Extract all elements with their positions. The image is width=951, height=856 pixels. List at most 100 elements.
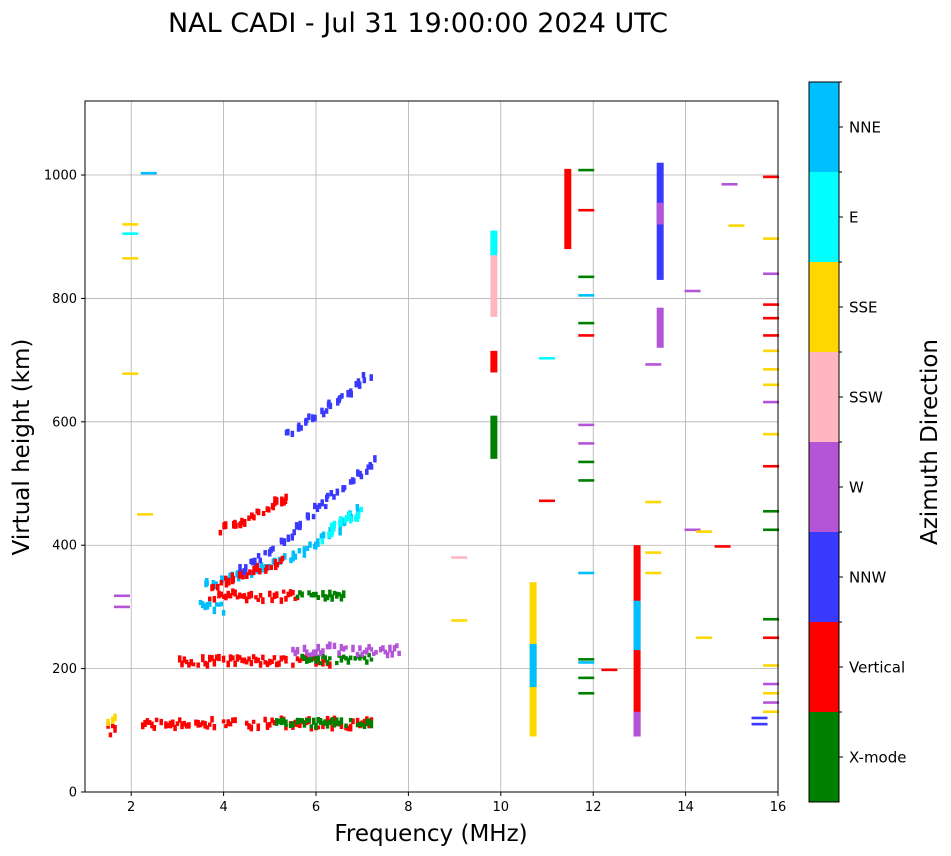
echo-point	[252, 514, 256, 521]
echo-dash	[539, 356, 555, 360]
echo-point	[395, 643, 399, 649]
x-tick-label: 2	[127, 800, 135, 815]
echo-point	[304, 417, 309, 424]
echo-point	[235, 654, 240, 662]
echo-point	[247, 723, 251, 730]
echo-point	[220, 575, 225, 584]
echo-point	[240, 657, 244, 664]
echo-point	[274, 497, 279, 505]
echo-dash	[122, 223, 139, 226]
echo-point	[305, 545, 310, 551]
echo-point	[282, 538, 287, 547]
echo-point	[332, 715, 337, 724]
echo-dash	[578, 460, 595, 464]
echo-point	[152, 725, 157, 731]
echo-point	[355, 723, 360, 728]
echo-point	[328, 641, 332, 650]
echo-point	[203, 660, 207, 667]
echo-point	[228, 721, 233, 727]
echo-point	[348, 723, 353, 732]
echo-point	[245, 572, 249, 580]
y-tick-label: 800	[52, 292, 77, 307]
echo-dash	[578, 442, 595, 445]
y-tick-label: 0	[69, 786, 77, 801]
echo-point	[365, 468, 369, 475]
echo-point	[205, 580, 209, 586]
echo-point	[323, 655, 327, 661]
echo-point	[342, 485, 347, 491]
colorbar-swatch	[809, 532, 839, 622]
echo-point	[318, 661, 323, 666]
echo-point	[325, 594, 330, 601]
echo-point	[221, 609, 226, 616]
echo-point	[217, 653, 221, 662]
echo-point	[219, 579, 224, 586]
echo-point	[265, 722, 270, 730]
echo-dash	[763, 316, 780, 320]
x-tick-label: 14	[677, 800, 694, 815]
colorbar-tick-label: E	[849, 209, 858, 227]
echo-point	[307, 656, 311, 663]
echo-point	[316, 643, 321, 652]
echo-dash	[645, 571, 662, 575]
echo-point	[369, 374, 373, 381]
echo-point	[254, 595, 258, 600]
echo-point	[316, 595, 321, 601]
echo-point	[274, 661, 279, 668]
echo-point	[299, 425, 303, 431]
echo-point	[150, 721, 154, 729]
echo-column	[529, 643, 537, 688]
echo-point	[298, 718, 302, 724]
echo-point	[283, 497, 288, 505]
echo-point	[201, 720, 205, 726]
echo-point	[233, 519, 237, 526]
echo-point	[346, 389, 350, 398]
echo-point	[210, 715, 214, 723]
colorbar-tick-label: NNW	[849, 569, 886, 587]
echo-point	[286, 591, 291, 598]
echo-point	[228, 654, 233, 662]
echo-point	[325, 643, 330, 650]
colorbar-tick-label: SSW	[849, 389, 883, 407]
echo-point	[258, 557, 263, 564]
echo-point	[207, 601, 212, 607]
echo-point	[309, 655, 314, 663]
echo-dash	[763, 272, 780, 276]
echo-point	[359, 506, 363, 513]
echo-point	[328, 589, 332, 598]
echo-point	[247, 656, 251, 662]
echo-point	[300, 591, 304, 598]
echo-point	[221, 594, 226, 599]
echo-point	[328, 656, 332, 661]
x-tick-label: 4	[219, 800, 227, 815]
echo-dash	[122, 257, 139, 260]
echo-point	[270, 597, 274, 604]
echo-point	[321, 531, 326, 539]
echo-dash	[140, 171, 157, 175]
echo-point	[328, 526, 332, 534]
echo-point	[323, 594, 327, 602]
echo-point	[226, 590, 230, 599]
echo-point	[357, 381, 362, 389]
echo-dash	[137, 513, 154, 516]
echo-point	[166, 722, 170, 728]
echo-point	[231, 588, 235, 596]
echo-point	[273, 558, 278, 567]
echo-point	[249, 660, 254, 667]
x-tick-label: 6	[312, 800, 320, 815]
echo-point	[290, 533, 295, 541]
echo-point	[365, 659, 369, 665]
echo-point	[311, 649, 316, 657]
echo-point	[330, 724, 334, 732]
echo-point	[339, 722, 344, 730]
echo-point	[203, 721, 207, 729]
echo-point	[321, 410, 326, 418]
echo-point	[316, 716, 321, 724]
echo-point	[362, 724, 367, 729]
echo-point	[360, 722, 364, 728]
echo-dash	[763, 237, 780, 240]
echo-point	[279, 717, 284, 726]
echo-point	[284, 655, 288, 664]
echo-point	[238, 592, 242, 599]
